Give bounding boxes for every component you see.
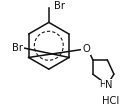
Text: HCl: HCl [102, 96, 119, 106]
Text: Br: Br [12, 43, 23, 53]
Text: H: H [99, 80, 106, 89]
Text: O: O [82, 44, 90, 54]
Text: N: N [105, 80, 113, 90]
Text: Br: Br [54, 1, 65, 11]
